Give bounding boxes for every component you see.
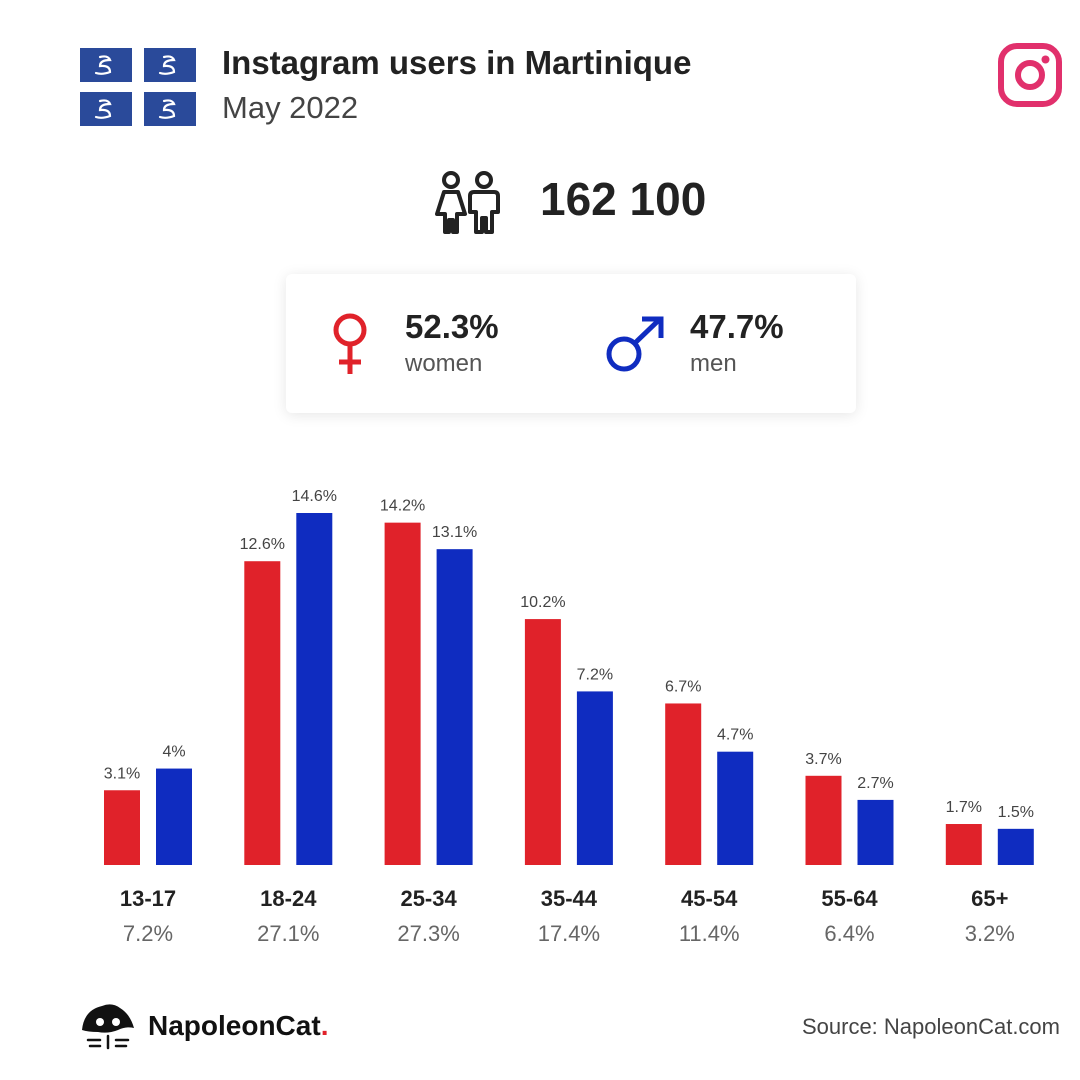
age-group-label: 65+ xyxy=(971,886,1008,911)
gender-split-card xyxy=(286,274,856,413)
page-subtitle: May 2022 xyxy=(222,90,359,125)
women-data-label: 6.7% xyxy=(665,678,701,695)
women-bar xyxy=(244,561,281,865)
age-group-total: 6.4% xyxy=(824,921,874,946)
martinique-flag-icon xyxy=(80,48,196,126)
women-data-label: 14.2% xyxy=(380,498,425,515)
women-data-label: 3.1% xyxy=(104,765,140,782)
men-bar xyxy=(576,691,613,865)
men-bar xyxy=(296,513,333,865)
women-bar xyxy=(384,522,421,865)
women-bar xyxy=(805,775,842,865)
age-group-total: 3.2% xyxy=(965,921,1015,946)
women-bar xyxy=(665,703,702,865)
page-title: Instagram users in Martinique xyxy=(222,44,692,81)
brand-name: NapoleonCat. xyxy=(148,1010,328,1042)
age-group-total: 27.3% xyxy=(397,921,459,946)
men-bar xyxy=(717,751,754,865)
age-distribution-chart: 3.1% 4% 13-17 7.2% 12.6% 14.6% 18-24 27.1% 14.2%… xyxy=(104,488,1034,946)
men-data-label: 1.5% xyxy=(998,804,1034,821)
brand-dot: . xyxy=(320,1010,329,1041)
men-percentage: 47.7% xyxy=(690,308,784,345)
men-label: men xyxy=(690,350,737,377)
men-data-label: 4.7% xyxy=(717,727,753,744)
men-bar xyxy=(857,799,894,865)
age-group-total: 11.4% xyxy=(679,921,740,946)
men-data-label: 7.2% xyxy=(577,666,613,683)
age-group-label: 55-64 xyxy=(821,886,878,911)
women-percentage: 52.3% xyxy=(405,308,499,345)
men-data-label: 2.7% xyxy=(857,775,893,792)
women-data-label: 10.2% xyxy=(520,594,565,611)
age-group-label: 13-17 xyxy=(120,886,176,911)
napoleoncat-logo-icon xyxy=(82,1004,134,1050)
women-data-label: 12.6% xyxy=(240,536,285,553)
men-bar xyxy=(997,828,1034,865)
women-bar xyxy=(524,619,561,865)
source-text: Source: NapoleonCat.com xyxy=(801,1014,1060,1039)
age-group-label: 45-54 xyxy=(681,886,738,911)
women-data-label: 3.7% xyxy=(805,751,841,768)
men-bar xyxy=(436,549,473,865)
men-data-label: 4% xyxy=(162,744,185,761)
brand-name-text: NapoleonCat xyxy=(148,1010,321,1041)
women-label: women xyxy=(405,350,483,377)
women-bar xyxy=(104,790,140,865)
people-icon xyxy=(435,171,500,234)
instagram-icon xyxy=(998,43,1062,107)
total-users: 162 100 xyxy=(540,173,707,225)
men-bar xyxy=(156,768,192,865)
female-symbol-icon xyxy=(333,313,367,374)
women-data-label: 1.7% xyxy=(946,799,982,816)
male-symbol-icon xyxy=(606,316,664,372)
age-group-label: 18-24 xyxy=(260,886,317,911)
age-group-total: 17.4% xyxy=(538,921,600,946)
men-data-label: 13.1% xyxy=(432,524,477,541)
age-group-label: 35-44 xyxy=(541,886,598,911)
age-group-total: 27.1% xyxy=(257,921,319,946)
women-bar xyxy=(945,824,982,865)
age-group-total: 7.2% xyxy=(123,921,173,946)
age-group-label: 25-34 xyxy=(400,886,457,911)
men-data-label: 14.6% xyxy=(292,488,337,505)
